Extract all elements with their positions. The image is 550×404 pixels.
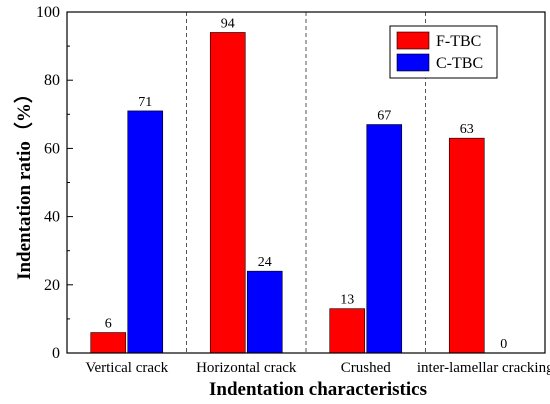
y-tick-label-0: 0 — [52, 345, 60, 362]
y-tick-label-40: 40 — [44, 209, 60, 226]
data-label-c-tbc-horizontal-crack: 24 — [258, 255, 272, 270]
y-axis-ticks: 0 20 40 60 80 100 — [36, 4, 73, 362]
data-label-c-tbc-crushed: 67 — [377, 109, 391, 124]
legend-label-c-tbc: C-TBC — [436, 55, 483, 72]
legend: F-TBC C-TBC — [389, 25, 498, 79]
bar-c-tbc-crushed — [366, 124, 403, 354]
bar-c-tbc-vertical-crack — [127, 110, 164, 354]
y-tick-label-60: 60 — [44, 140, 60, 157]
bar-f-tbc-inter-lamellar-cracking — [448, 137, 485, 354]
legend-swatch-c-tbc — [396, 53, 430, 72]
data-label-f-tbc-vertical-crack: 6 — [105, 317, 112, 332]
x-axis-title: Indentation characteristics — [209, 379, 427, 400]
y-tick-label-20: 20 — [44, 277, 60, 294]
plot-area: 6 71 94 24 13 67 63 0 — [66, 11, 546, 354]
data-label-f-tbc-horizontal-crack: 94 — [221, 16, 235, 31]
legend-label-f-tbc: F-TBC — [436, 33, 481, 50]
x-tick-label-inter-lamellar-cracking: inter-lamellar cracking — [417, 360, 550, 376]
x-tick-label-vertical-crack: Vertical crack — [85, 360, 168, 376]
y-tick-label-80: 80 — [44, 72, 60, 89]
y-axis-title: Indentation ratio（%） — [12, 84, 35, 280]
x-tick-label-horizontal-crack: Horizontal crack — [196, 360, 297, 376]
bar-f-tbc-crushed — [329, 308, 366, 354]
y-tick-label-100: 100 — [36, 4, 60, 21]
data-label-f-tbc-inter-lamellar-cracking: 63 — [460, 122, 474, 137]
bar-c-tbc-horizontal-crack — [246, 270, 283, 354]
x-tick-label-crushed: Crushed — [341, 360, 391, 376]
bar-f-tbc-vertical-crack — [90, 332, 127, 354]
legend-swatch-f-tbc — [396, 31, 430, 50]
data-label-c-tbc-inter-lamellar-cracking: 0 — [500, 337, 507, 352]
data-label-f-tbc-crushed: 13 — [340, 293, 354, 308]
bar-f-tbc-horizontal-crack — [209, 32, 246, 354]
x-axis-category-labels: Vertical crack Horizontal crack Crushed int… — [85, 360, 550, 376]
data-label-c-tbc-vertical-crack: 71 — [138, 95, 152, 110]
